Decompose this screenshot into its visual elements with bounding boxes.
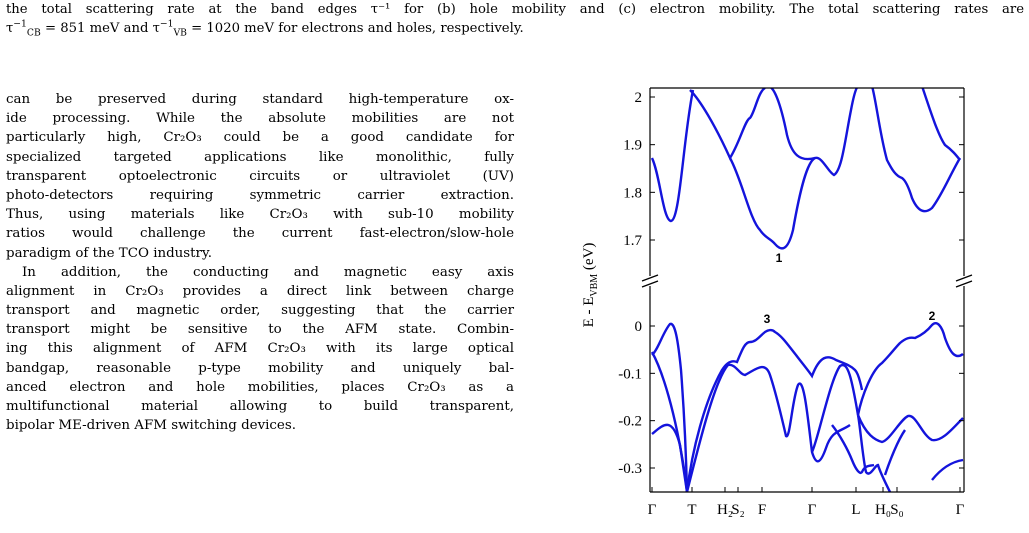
band-line bbox=[883, 429, 906, 476]
band-annotation-label: 2 bbox=[929, 309, 936, 323]
lower-bands bbox=[650, 322, 964, 492]
caption-line-2: τ−1CB = 851 meV and τ−1VB = 1020 meV for… bbox=[6, 18, 524, 39]
text-line: transport might be sensitive to the AFM … bbox=[6, 322, 514, 338]
y-tick-label: 1.8 bbox=[623, 185, 642, 201]
text-line: In addition, the conducting and magnetic… bbox=[22, 264, 514, 280]
text-line: paradigm of the TCO industry. bbox=[6, 245, 212, 261]
band-line bbox=[650, 89, 695, 223]
band-annotation-label: 3 bbox=[764, 312, 771, 326]
axis-break-mark bbox=[955, 274, 973, 282]
text-line: anced electron and hole mobilities, plac… bbox=[6, 379, 514, 395]
x-tick-label: T bbox=[687, 502, 696, 518]
axis-break-mark bbox=[955, 280, 973, 288]
axis-break-mark bbox=[641, 274, 659, 282]
x-tick-label: Γ bbox=[808, 502, 817, 518]
band-line bbox=[651, 322, 689, 492]
paragraph-2: In addition, the conducting and magnetic… bbox=[6, 263, 514, 436]
upper-bands bbox=[650, 88, 962, 250]
y-tick-label: 1.7 bbox=[623, 233, 642, 249]
band-line bbox=[856, 322, 964, 416]
figure-caption: the total scattering rate at the band ed… bbox=[6, 0, 1024, 38]
y-tick-label: -0.1 bbox=[618, 366, 642, 382]
band-line bbox=[728, 88, 859, 250]
y-tick-label: 1.9 bbox=[623, 138, 642, 154]
y-tick-label: -0.2 bbox=[618, 414, 642, 430]
y-tick-label: 0 bbox=[635, 319, 643, 335]
band-structure-plot: E - EVBM (eV) bbox=[581, 87, 973, 518]
text-line: transport and magnetic order, suggesting… bbox=[6, 303, 514, 319]
x-tick-label: H₀ bbox=[875, 502, 891, 518]
x-tick-label: Γ bbox=[648, 502, 657, 518]
text-line: photo-detectors requiring symmetric carr… bbox=[6, 187, 514, 203]
text-line: alignment in Cr₂O₃ provides a direct lin… bbox=[6, 283, 514, 299]
band-line bbox=[651, 423, 689, 492]
x-tick-label: S₂ bbox=[731, 502, 745, 518]
text-line: bipolar ME-driven AFM switching devices. bbox=[6, 418, 296, 434]
band-line bbox=[921, 88, 961, 161]
y-axis-label: E - EVBM (eV) bbox=[581, 243, 600, 328]
band-structure-figure: E - EVBM (eV) bbox=[560, 80, 1029, 529]
axis-break-mark bbox=[641, 280, 659, 288]
band-line bbox=[871, 88, 962, 213]
band-line bbox=[831, 424, 875, 474]
text-line: ratios would challenge the current fast-… bbox=[6, 226, 514, 242]
band-line bbox=[765, 88, 816, 161]
text-line: specialized targeted applications like m… bbox=[6, 149, 514, 165]
x-tick-label: H₂ bbox=[717, 502, 733, 518]
y-tick-label: 2 bbox=[635, 90, 643, 106]
band-line bbox=[810, 363, 860, 453]
text-line: can be preserved during standard high-te… bbox=[6, 92, 514, 107]
body-text: can be preserved during standard high-te… bbox=[6, 90, 514, 435]
band-annotation-label: 1 bbox=[776, 251, 783, 265]
band-line bbox=[685, 328, 864, 492]
x-tick-label: L bbox=[851, 502, 860, 518]
paragraph-1: can be preserved during standard high-te… bbox=[6, 90, 514, 263]
band-line bbox=[689, 88, 766, 161]
text-line: ing this alignment of AFM Cr₂O₃ with its… bbox=[6, 341, 514, 357]
band-line bbox=[931, 458, 964, 481]
text-line: ide processing. While the absolute mobil… bbox=[6, 111, 514, 127]
x-tick-label: S₀ bbox=[890, 502, 904, 518]
x-tick-label: Γ bbox=[956, 502, 965, 518]
band-line bbox=[685, 363, 851, 492]
text-line: particularly high, Cr₂O₃ could be a good… bbox=[6, 130, 514, 146]
text-line: bandgap, reasonable p-type mobility and … bbox=[6, 360, 514, 376]
band-line bbox=[856, 414, 964, 444]
caption-line-1: the total scattering rate at the band ed… bbox=[6, 2, 1024, 17]
text-line: multifunctional material allowing to bui… bbox=[6, 399, 514, 414]
x-tick-label: F bbox=[758, 502, 766, 518]
y-tick-label: -0.3 bbox=[618, 461, 642, 477]
text-line: transparent optoelectronic circuits or u… bbox=[6, 168, 514, 184]
text-line: Thus, using materials like Cr₂O₃ with su… bbox=[6, 207, 514, 223]
band-line bbox=[856, 414, 892, 492]
